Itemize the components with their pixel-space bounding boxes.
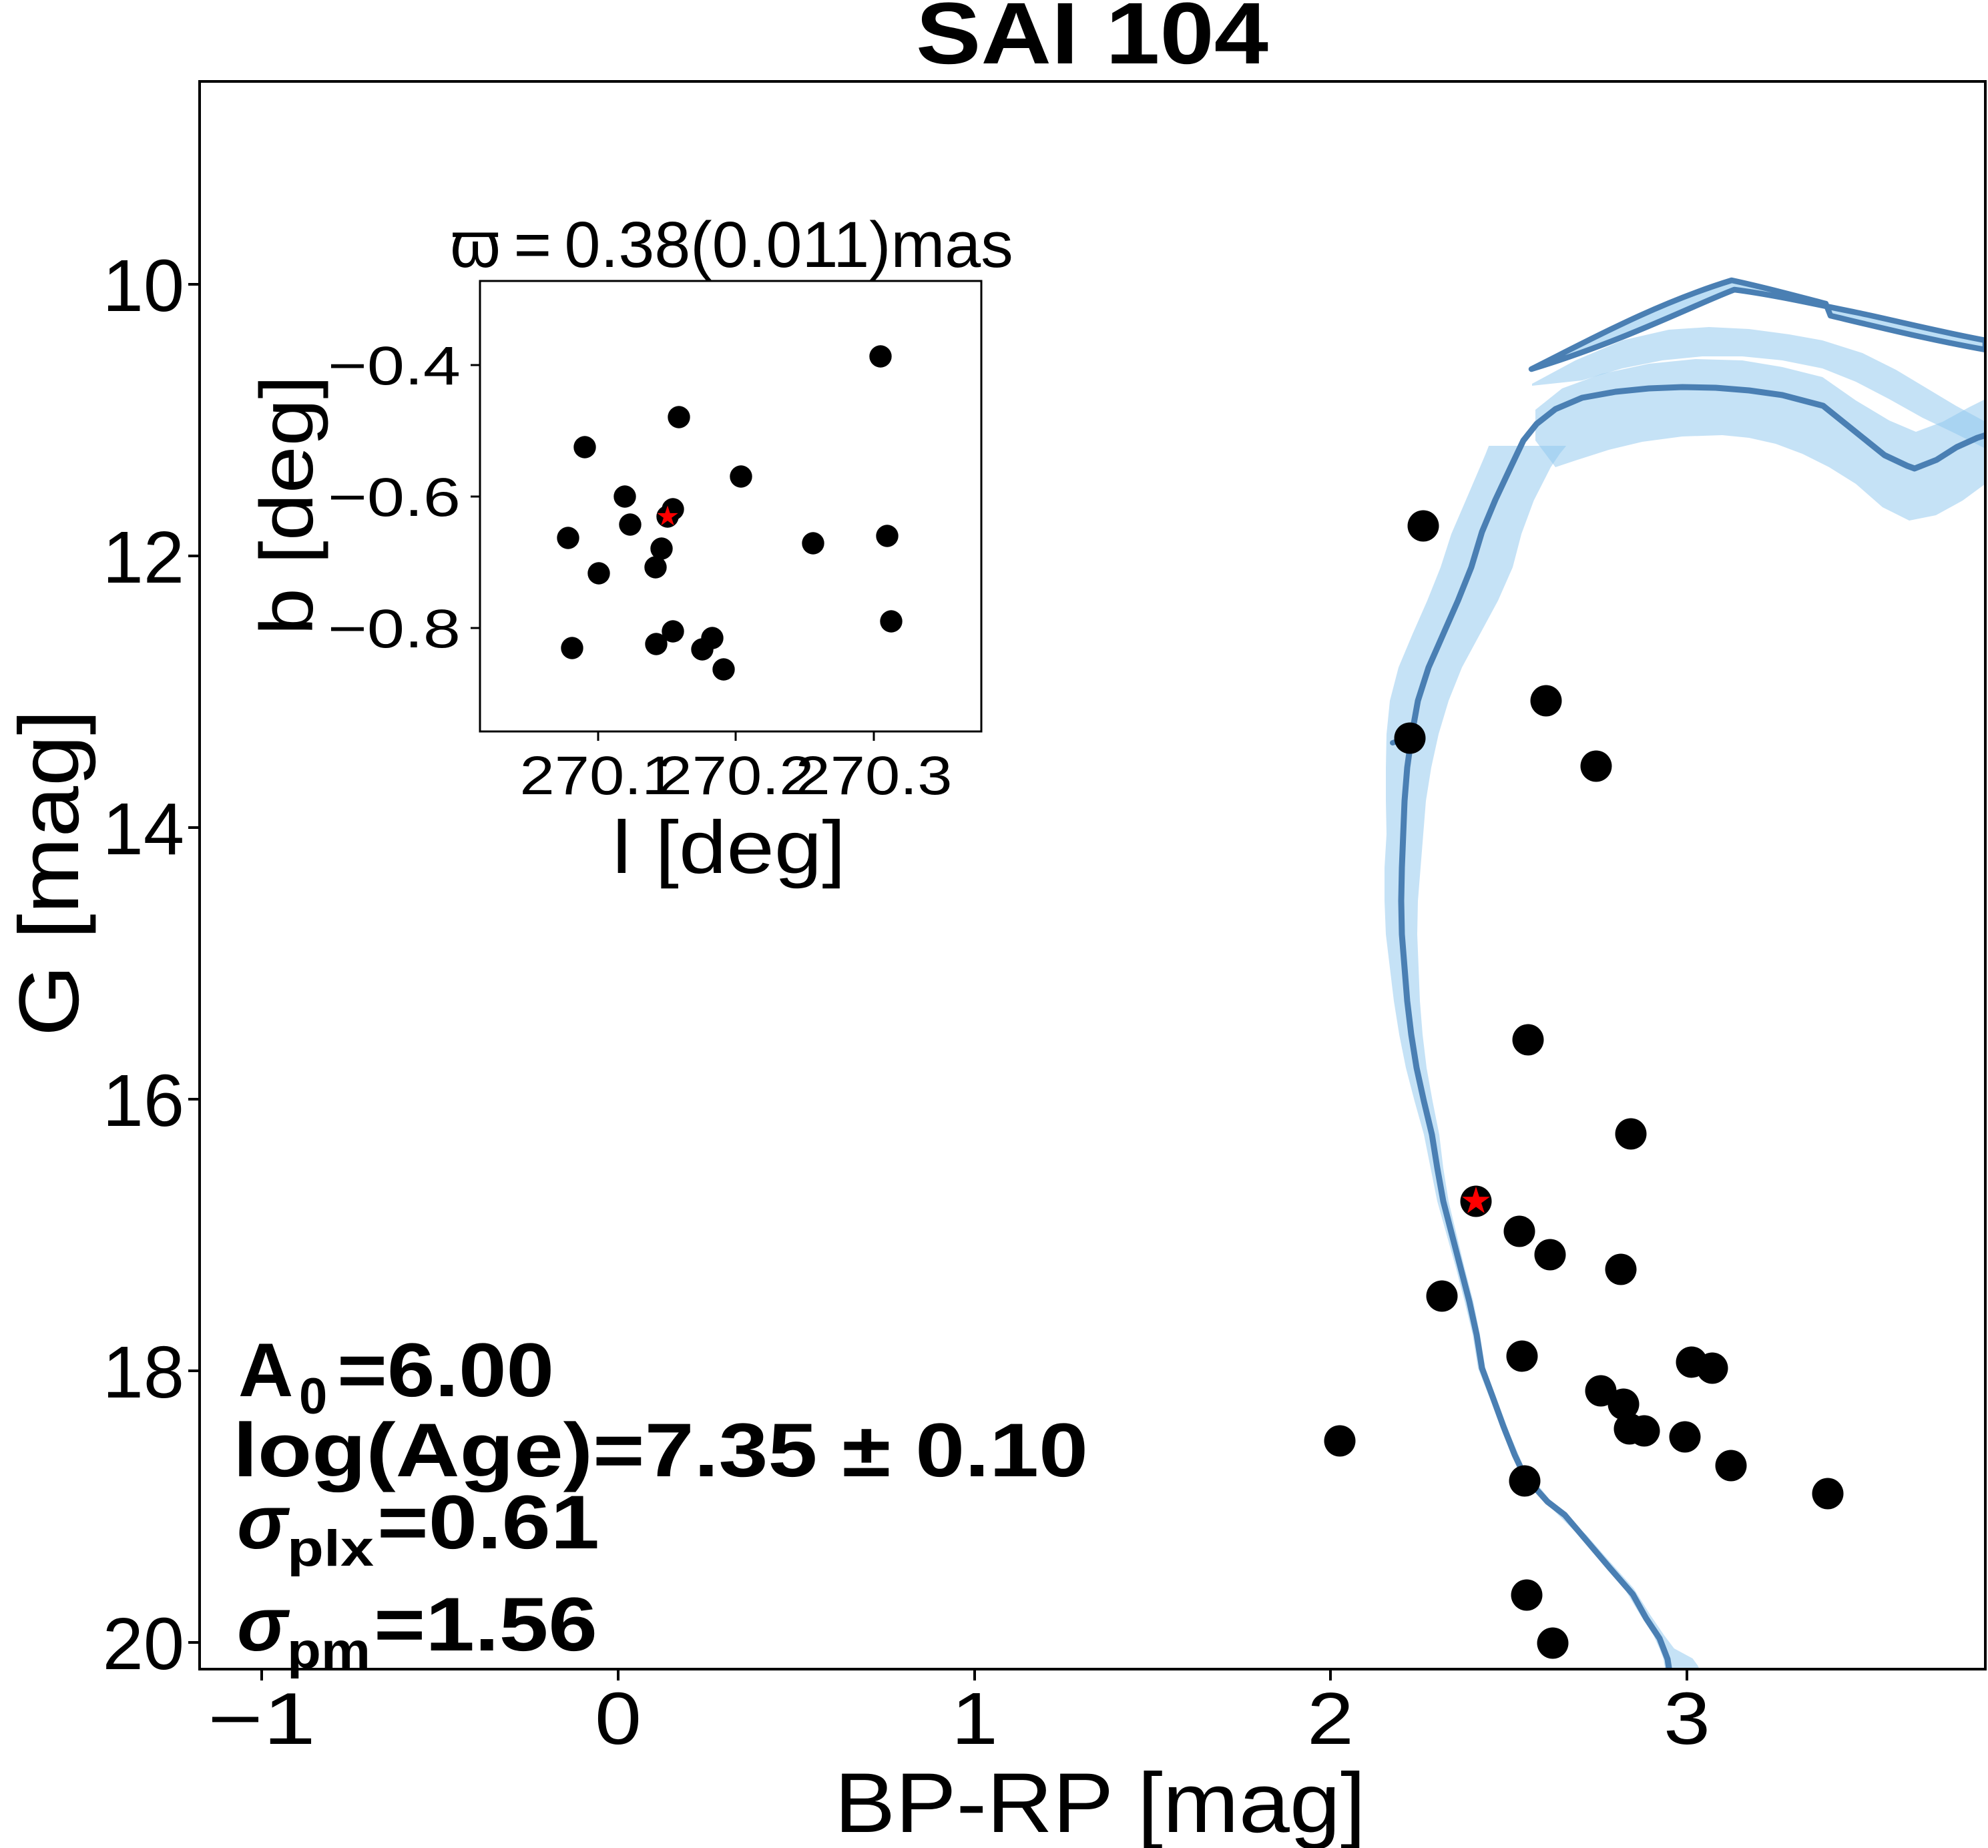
svg-text:ϖ = 0.38(0.011)mas: ϖ = 0.38(0.011)mas — [450, 208, 1013, 281]
svg-text:20: 20 — [103, 1603, 184, 1685]
svg-text:1: 1 — [951, 1678, 998, 1760]
svg-text:pm: pm — [287, 1622, 370, 1679]
svg-text:270.3: 270.3 — [796, 745, 953, 806]
svg-text:=6.00: =6.00 — [337, 1328, 554, 1413]
svg-text:18: 18 — [103, 1331, 184, 1414]
svg-text:σ: σ — [237, 1480, 290, 1565]
svg-text:l [deg]: l [deg] — [612, 806, 846, 889]
svg-text:270.1: 270.1 — [520, 745, 677, 806]
svg-text:SAI 104: SAI 104 — [916, 0, 1268, 82]
svg-text:3: 3 — [1664, 1678, 1710, 1760]
svg-text:=0.61: =0.61 — [377, 1480, 599, 1565]
svg-text:10: 10 — [103, 245, 184, 327]
svg-text:2: 2 — [1307, 1678, 1354, 1760]
svg-text:12: 12 — [103, 517, 184, 599]
svg-text:log(Age)=7.35 ± 0.10: log(Age)=7.35 ± 0.10 — [233, 1408, 1088, 1493]
svg-text:16: 16 — [103, 1060, 184, 1142]
svg-text:=1.56: =1.56 — [374, 1582, 597, 1667]
svg-text:σ: σ — [237, 1582, 290, 1667]
svg-text:0: 0 — [299, 1368, 327, 1425]
svg-text:G [mag]: G [mag] — [1, 709, 96, 1036]
svg-text:BP-RP [mag]: BP-RP [mag] — [834, 1755, 1366, 1848]
svg-text:−1: −1 — [208, 1678, 316, 1760]
svg-text:b [deg]: b [deg] — [245, 375, 328, 635]
svg-text:−0.4: −0.4 — [328, 336, 461, 396]
svg-text:−0.6: −0.6 — [328, 467, 461, 528]
svg-text:0: 0 — [595, 1678, 642, 1760]
svg-text:plx: plx — [287, 1520, 374, 1577]
svg-text:270.2: 270.2 — [658, 745, 814, 806]
svg-text:A: A — [238, 1328, 293, 1413]
svg-text:−0.8: −0.8 — [328, 599, 461, 659]
svg-text:14: 14 — [103, 788, 184, 870]
